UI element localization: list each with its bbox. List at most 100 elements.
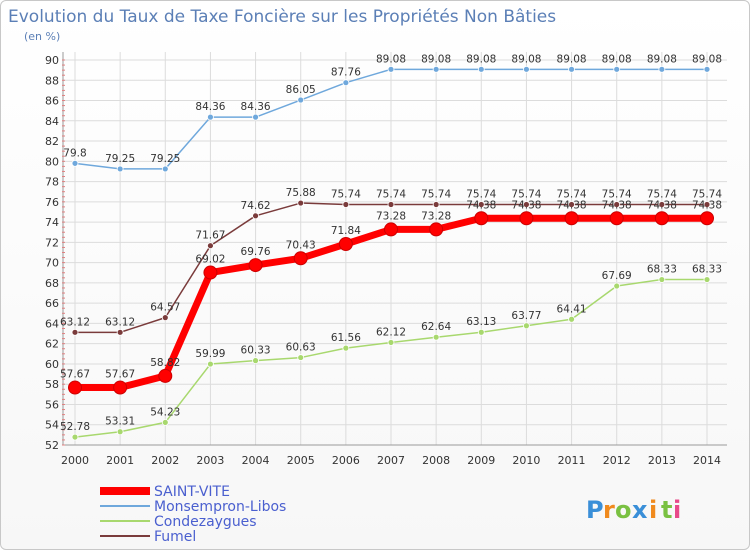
data-point <box>387 201 395 208</box>
data-point <box>658 276 666 283</box>
data-label: 75.74 <box>511 188 541 200</box>
y-tick-label: 86 <box>45 95 59 108</box>
data-point <box>477 201 485 208</box>
data-point <box>432 65 440 73</box>
data-label: 75.74 <box>692 188 722 200</box>
data-label: 68.33 <box>647 264 677 276</box>
y-tick-label: 72 <box>45 236 59 249</box>
data-point <box>113 380 128 395</box>
data-label: 89.08 <box>421 53 451 65</box>
x-tick-label: 2001 <box>106 454 134 467</box>
data-label: 60.33 <box>241 345 271 357</box>
data-point <box>609 211 624 226</box>
data-point <box>564 211 579 226</box>
data-label: 75.74 <box>421 188 451 200</box>
brand-letter: o <box>615 496 632 524</box>
data-label: 87.76 <box>331 67 361 79</box>
data-point <box>68 380 82 395</box>
data-point <box>297 96 305 104</box>
y-tick-label: 88 <box>45 74 59 87</box>
brand-letter: i <box>673 496 681 524</box>
data-point <box>387 339 395 346</box>
data-label: 75.74 <box>331 188 361 200</box>
brand-letter: r <box>603 496 615 524</box>
data-point <box>384 222 398 237</box>
data-label: 60.63 <box>286 342 316 354</box>
data-point <box>116 428 124 436</box>
x-tick-label: 2006 <box>332 454 360 467</box>
data-label: 75.74 <box>466 188 496 200</box>
legend: SAINT-VITEMonsempron-LibosCondezayguesFu… <box>100 484 286 545</box>
data-label: 59.99 <box>195 348 225 360</box>
data-label: 70.43 <box>286 239 316 251</box>
data-label: 58.82 <box>150 357 180 369</box>
x-tick-label: 2011 <box>558 454 586 467</box>
data-label: 74.38 <box>466 199 496 211</box>
data-label: 63.12 <box>105 316 135 328</box>
data-point <box>613 65 621 73</box>
data-point <box>568 65 575 73</box>
data-label: 75.74 <box>557 188 587 200</box>
data-label: 86.05 <box>286 84 316 96</box>
data-point <box>297 354 305 361</box>
data-point <box>613 282 621 290</box>
data-label: 63.77 <box>511 310 541 322</box>
data-point <box>658 201 666 208</box>
data-point <box>207 113 214 121</box>
data-point <box>116 165 124 173</box>
data-point <box>252 212 259 220</box>
x-tick-label: 2000 <box>61 454 89 467</box>
data-labels: 79.8 79.25 79.25 84.36 84.36 86.05 87.76 89.08 8… <box>60 53 722 433</box>
y-tick-label: 68 <box>45 277 59 290</box>
data-point <box>342 201 350 208</box>
data-point <box>523 201 530 208</box>
data-point <box>342 344 350 352</box>
data-point <box>568 315 575 323</box>
chart-unit: (en %) <box>24 30 60 43</box>
x-tick-label: 2005 <box>287 454 315 467</box>
data-label: 62.12 <box>376 326 406 338</box>
data-point <box>203 265 218 280</box>
y-tick-label: 64 <box>45 317 59 330</box>
y-tick-label: 90 <box>45 54 59 67</box>
x-tick-label: 2007 <box>377 454 405 467</box>
data-label: 79.25 <box>105 153 135 165</box>
data-point <box>429 222 444 237</box>
y-tick-label: 54 <box>45 419 59 432</box>
data-label: 64.41 <box>557 303 587 315</box>
data-point <box>161 419 169 426</box>
data-label: 89.08 <box>602 53 632 65</box>
y-tick-label: 80 <box>45 155 59 168</box>
x-tick-label: 2004 <box>242 454 270 467</box>
data-point <box>654 211 669 226</box>
series-layer <box>68 65 714 441</box>
x-tick-label: 2008 <box>422 454 450 467</box>
y-tick-label: 78 <box>45 176 59 189</box>
data-label: 84.36 <box>195 101 225 113</box>
brand-letter: i <box>649 496 657 524</box>
y-tick-label: 62 <box>45 338 59 351</box>
data-label: 67.69 <box>602 270 632 282</box>
data-label: 74.38 <box>557 199 587 211</box>
data-label: 57.67 <box>60 369 90 381</box>
data-label: 71.67 <box>195 230 225 242</box>
data-point <box>523 322 530 330</box>
x-tick-label: 2012 <box>603 454 631 467</box>
data-label: 63.13 <box>466 316 496 328</box>
grid <box>63 52 727 446</box>
data-label: 53.31 <box>105 416 135 428</box>
data-point <box>342 79 350 87</box>
data-label: 63.12 <box>60 316 90 328</box>
data-point <box>252 113 259 121</box>
legend-label: SAINT-VITE <box>154 484 230 500</box>
data-point <box>703 65 711 73</box>
brand-letter: x <box>632 496 648 524</box>
data-point <box>477 65 485 73</box>
legend-label: Fumel <box>154 529 196 545</box>
brand-letter: P <box>586 496 604 524</box>
data-label: 89.08 <box>511 53 541 65</box>
y-tick-label: 82 <box>45 135 59 148</box>
data-label: 74.38 <box>692 199 722 211</box>
data-label: 74.38 <box>602 199 632 211</box>
data-label: 89.08 <box>647 53 677 65</box>
